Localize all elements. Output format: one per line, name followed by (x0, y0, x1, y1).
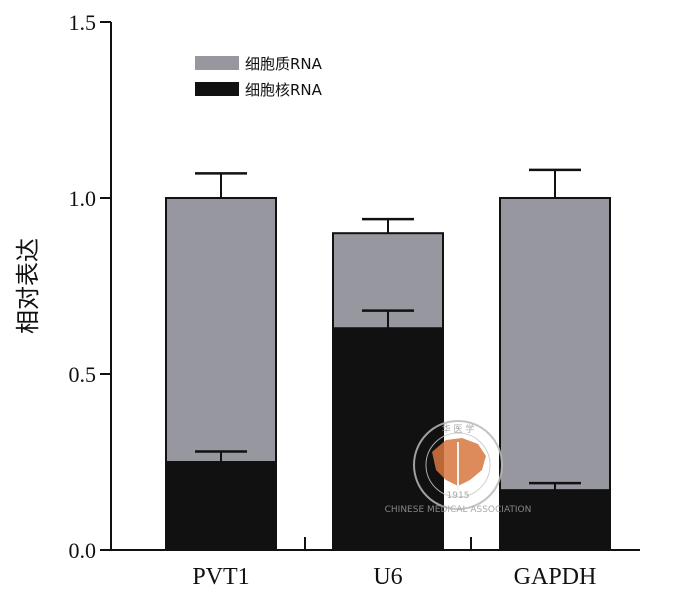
legend-label-nucleus: 细胞核RNA (245, 81, 323, 99)
bar-nucleus-gapdh (499, 489, 611, 552)
seal-top-text: 华 医 学 (442, 423, 475, 435)
seal-outer-ring (413, 420, 503, 510)
legend: 细胞质RNA 细胞核RNA (195, 55, 323, 99)
y-tick-label: 0.5 (69, 362, 97, 387)
legend-swatch-nucleus (195, 82, 239, 96)
y-ticks: 0.0 0.5 1.0 1.5 (69, 10, 111, 563)
watermark-seal: 华 医 学 1915 CHINESE MEDICAL ASSOCIATION (385, 420, 532, 515)
y-axis-label: 相对表达 (14, 238, 42, 334)
x-category-label: U6 (373, 564, 402, 590)
y-tick-label: 1.0 (69, 186, 97, 211)
legend-swatch-cytoplasm (195, 56, 239, 70)
seal-year: 1915 (447, 491, 470, 501)
y-tick-label: 0.0 (69, 538, 97, 563)
x-category-label: GAPDH (514, 564, 597, 590)
x-categories: PVT1 U6 GAPDH (192, 537, 596, 590)
bar-nucleus-pvt1 (165, 461, 277, 551)
bars (165, 197, 611, 552)
error-bars (195, 168, 581, 491)
legend-label-cytoplasm: 细胞质RNA (245, 55, 323, 73)
bar-cytoplasm-pvt1 (165, 197, 277, 463)
bar-nucleus-u6 (332, 327, 444, 551)
x-category-label: PVT1 (192, 564, 249, 590)
seal-inner-ring (425, 432, 491, 498)
y-tick-label: 1.5 (69, 10, 97, 35)
seal-bottom-text: CHINESE MEDICAL ASSOCIATION (385, 505, 532, 515)
bar-cytoplasm-gapdh (499, 197, 611, 492)
